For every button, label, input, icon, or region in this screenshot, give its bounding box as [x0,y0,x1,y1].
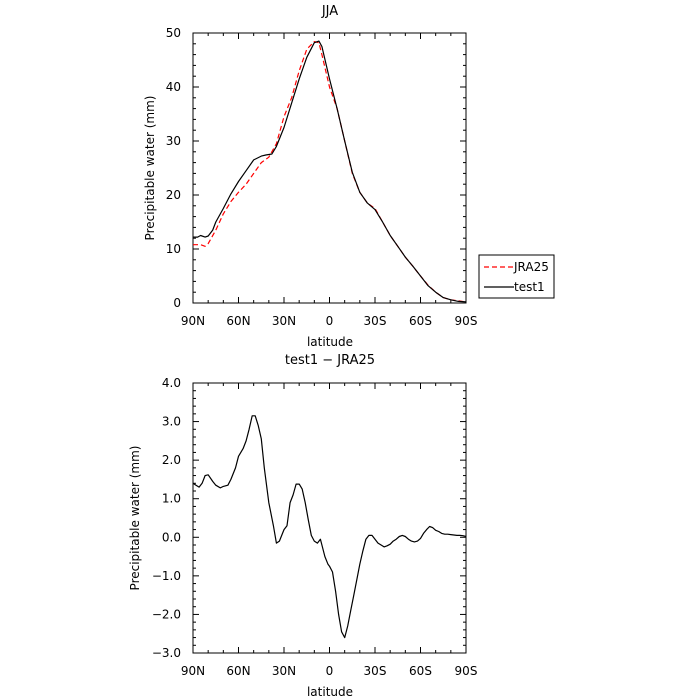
bottom-y-tick-label: −2.0 [152,607,181,621]
top-y-tick-label: 20 [166,188,181,202]
bottom-x-tick-label: 90N [181,664,205,678]
top-x-tick-label: 30N [272,314,296,328]
top-chart-title: JJA [321,4,338,19]
top-y-tick-label: 0 [173,296,181,310]
bottom-x-tick-label: 30S [364,664,387,678]
top-chart-ylabel: Precipitable water (mm) [143,96,157,241]
top-x-tick-label: 90S [455,314,478,328]
top-chart-plot-frame [192,32,467,304]
top-x-tick-label: 0 [326,314,334,328]
bottom-chart-plot-frame [192,382,467,654]
top-x-tick-label: 60N [226,314,250,328]
bottom-y-tick-label: 4.0 [162,376,181,390]
bottom-x-tick-label: 0 [326,664,334,678]
bottom-x-tick-label: 60N [226,664,250,678]
top-x-tick-label: 30S [364,314,387,328]
bottom-y-tick-label: 0.0 [162,530,181,544]
bottom-series-line-difference [192,415,467,639]
bottom-chart-title: test1 − JRA25 [285,353,375,368]
top-x-tick-label: 90N [181,314,205,328]
top-y-tick-label: 30 [166,134,181,148]
legend: JRA25 test1 [478,254,555,299]
top-y-tick-label: 40 [166,80,181,94]
top-chart-xlabel: latitude [307,335,353,349]
bottom-y-tick-label: 1.0 [162,492,181,506]
top-chart-series [193,40,467,303]
bottom-chart-series [192,415,467,639]
bottom-chart-xlabel: latitude [307,685,353,699]
legend-box [478,254,555,299]
top-x-tick-label: 60S [409,314,432,328]
bottom-y-tick-label: −1.0 [152,569,181,583]
bottom-chart-panel: test1 − JRA25 latitude Precipitable wate… [128,353,477,699]
top-series-line-test1 [193,40,467,303]
top-chart-ticks: 90N 60N 30N 0 30S 60S 90S 0 10 20 30 40 50 [166,26,478,328]
bottom-y-tick-label: 3.0 [162,415,181,429]
bottom-x-tick-label: 60S [409,664,432,678]
top-chart-panel: JJA latitude Precipitable water (mm) 90N… [143,4,477,349]
bottom-y-tick-label: −3.0 [152,646,181,660]
legend-label-jra25: JRA25 [513,260,549,274]
top-y-tick-label: 50 [166,26,181,40]
bottom-chart-ylabel: Precipitable water (mm) [128,446,142,591]
bottom-x-tick-label: 30N [272,664,296,678]
bottom-chart-ticks: 90N 60N 30N 0 30S 60S 90S −3.0 −2.0 −1.0 0.0 1.0 2.0… [152,376,478,678]
bottom-x-tick-label: 90S [455,664,478,678]
top-y-tick-label: 10 [166,242,181,256]
bottom-y-tick-label: 2.0 [162,453,181,467]
legend-label-test1: test1 [514,280,545,294]
